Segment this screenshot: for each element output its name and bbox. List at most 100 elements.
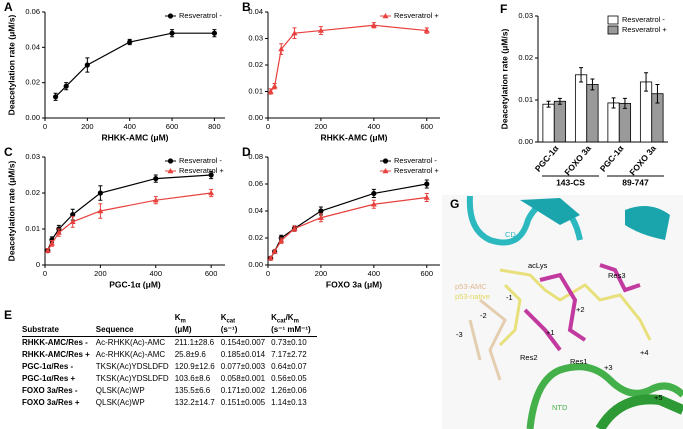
- table-row: PGC-1α/Res - TKSK(Ac)YDSLDFD 120.9±12.6 0.0…: [22, 361, 317, 373]
- table-cell: 120.9±12.6: [174, 362, 215, 372]
- header-sub: m: [293, 318, 299, 325]
- header-symbol: /K: [285, 313, 294, 322]
- y-tick-label: 0.00: [248, 260, 263, 269]
- x-tick-label: 400: [150, 269, 163, 278]
- error-bar: [611, 97, 616, 109]
- x-tick-label: 200: [94, 269, 107, 278]
- point: [44, 247, 51, 253]
- header-unit: (s⁻¹): [220, 324, 238, 334]
- point: [208, 190, 215, 196]
- y-axis-label: Deacetylation rate (μM/s): [6, 161, 16, 262]
- x-tick-label: 400: [368, 269, 381, 278]
- table-cell: 0.171±0.002: [220, 386, 266, 396]
- table-row: FOXO 3a/Res + QLSK(Ac)WP 132.2±14.7 0.151±0…: [22, 397, 317, 409]
- table-cell: TKSK(Ac)YDSLDFD: [95, 362, 169, 372]
- table-cell: FOXO 3a/Res +: [22, 398, 80, 408]
- legend-swatch: [607, 15, 619, 25]
- x-axis-label: PGC-1α (μM): [109, 279, 161, 289]
- y-tick-label: 0.01: [25, 224, 40, 233]
- structure-label: Res2: [520, 353, 538, 362]
- table-cell: RHKK-AMC/Res -: [22, 338, 88, 348]
- bar: [586, 84, 599, 143]
- y-tick-label: 0.03: [25, 152, 40, 161]
- legend-marker: [382, 168, 389, 174]
- legend-label: Resveratrol +: [394, 166, 439, 175]
- header-sub: cat: [226, 318, 236, 325]
- error-bar: [622, 97, 627, 109]
- point: [370, 201, 377, 207]
- structure-label: +4: [640, 348, 649, 357]
- point: [278, 237, 285, 243]
- structure-label: p53-AMC: [455, 282, 487, 291]
- x-tick-label: 200: [81, 122, 94, 131]
- y-tick-label: 0.02: [248, 60, 263, 69]
- error-bar: [579, 67, 584, 83]
- structure-label: p53-native: [455, 292, 490, 301]
- group-label: 89-747: [622, 177, 649, 187]
- y-tick-label: 0.02: [518, 53, 533, 62]
- cd-helix: [520, 198, 670, 240]
- legend-marker: [382, 13, 389, 19]
- table-row: RHKK-AMC/Res + Ac-RHKK(Ac)-AMC 25.8±9.6 0.1…: [22, 349, 317, 361]
- point: [153, 176, 159, 182]
- x-tick-label: PGC-1α: [598, 143, 626, 174]
- structure-label: -1: [506, 293, 513, 302]
- y-tick-label: 0.02: [248, 233, 263, 242]
- x-tick-label: 600: [421, 122, 434, 131]
- y-tick-label: 0.00: [518, 137, 533, 146]
- y-tick-label: 0.04: [248, 7, 263, 16]
- structure-label: -2: [480, 311, 487, 320]
- table-cell: PGC-1α/Res +: [22, 374, 76, 384]
- error-bar: [546, 100, 551, 108]
- structure-label: acLys: [528, 261, 548, 270]
- point: [127, 39, 133, 45]
- resveratrol: [523, 263, 641, 352]
- legend-marker: [167, 158, 174, 164]
- column-header: Sequence: [95, 312, 175, 337]
- legend-label: Resveratrol +: [179, 166, 224, 175]
- point: [317, 214, 324, 220]
- x-tick-label: 0: [266, 122, 270, 131]
- x-tick-label: 600: [166, 122, 179, 131]
- column-header: Km (μM): [174, 312, 221, 337]
- x-tick-label: 600: [421, 269, 434, 278]
- table-cell: FOXO 3a/Res -: [22, 386, 78, 396]
- header-symbol: K: [220, 313, 227, 322]
- table-cell: 211.1±28.6: [174, 338, 215, 348]
- legend-label: Resveratrol -: [394, 156, 437, 165]
- bar: [607, 102, 620, 143]
- table-cell: 0.185±0.014: [220, 350, 266, 360]
- table-cell: QLSK(Ac)WP: [95, 386, 145, 396]
- panel-letter: B: [242, 0, 251, 14]
- point: [423, 27, 430, 33]
- x-tick-label: 200: [315, 269, 328, 278]
- table-row: FOXO 3a/Res - QLSK(Ac)WP 135.5±6.6 0.171±0.…: [22, 385, 317, 397]
- point: [424, 181, 430, 187]
- point: [291, 225, 298, 231]
- ntd-ribbon: [526, 363, 683, 429]
- table-cell: 0.73±0.10: [271, 338, 307, 348]
- group-label: 143-CS: [556, 177, 585, 187]
- y-tick-label: 0.02: [25, 78, 40, 87]
- point: [318, 208, 324, 214]
- table-cell: 103.6±8.6: [174, 374, 211, 384]
- structure-panel: CD acLys p53-AMC p53-native Res3 +2 -1 +…: [442, 195, 683, 429]
- table: Substrate Sequence Km (μM) Kcat (s⁻¹) Kcat/Km(…: [22, 312, 317, 409]
- point: [84, 62, 90, 68]
- y-tick-label: 0.06: [248, 179, 263, 188]
- x-tick-label: 600: [205, 269, 218, 278]
- x-tick-label: 0: [266, 269, 270, 278]
- table-cell: Ac-RHKK(Ac)-AMC: [95, 350, 166, 360]
- table-cell: 0.154±0.007: [220, 338, 266, 348]
- column-header: Kcat (s⁻¹): [220, 312, 272, 337]
- y-axis-label: Deacetylation rate (μM/s): [499, 29, 509, 130]
- error-bar: [557, 97, 562, 105]
- table-cell: 25.8±9.6: [174, 350, 206, 360]
- y-tick-label: 0.02: [25, 188, 40, 197]
- structure-label: +1: [546, 328, 555, 337]
- table-cell: 0.058±0.001: [220, 374, 266, 384]
- table-row: PGC-1α/Res + TKSK(Ac)YDSLDFD 103.6±8.6 0.05…: [22, 373, 317, 385]
- bar: [618, 102, 632, 143]
